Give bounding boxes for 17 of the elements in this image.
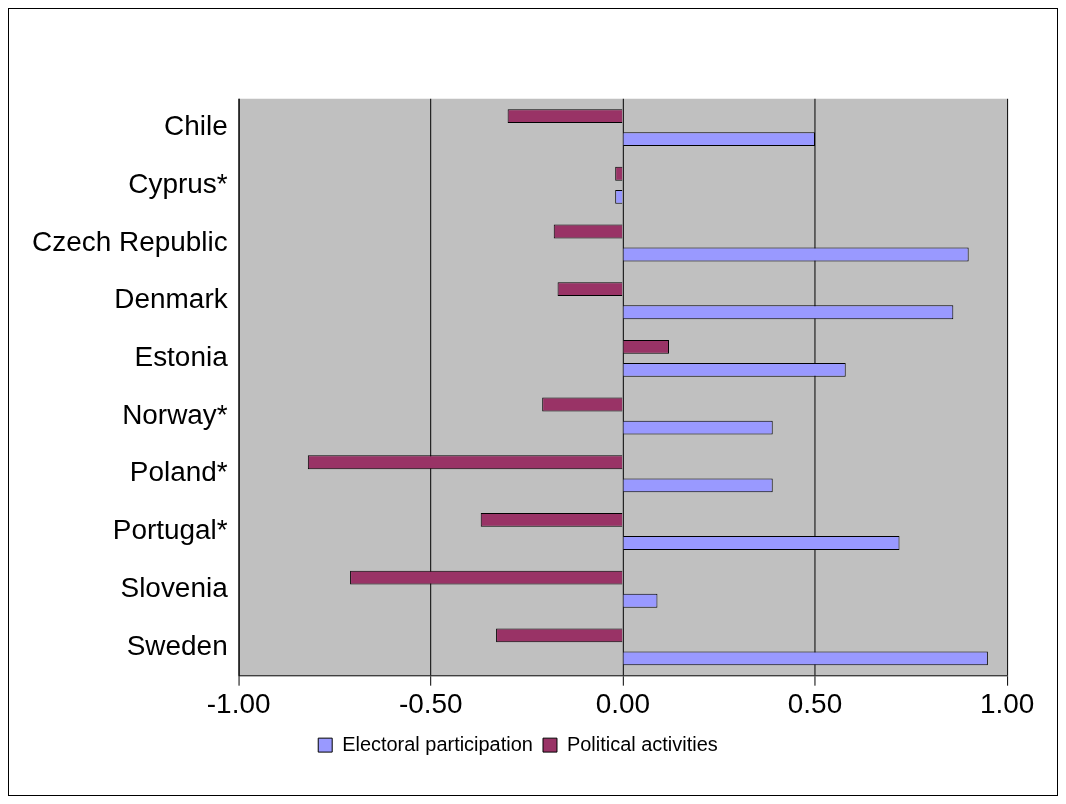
y-tick-label: Czech Republic xyxy=(32,225,228,257)
x-tick-label: 0.00 xyxy=(595,688,651,720)
y-tick-label: Sweden xyxy=(126,629,228,661)
legend-label: Political activities xyxy=(566,732,718,755)
y-tick-label: Norway* xyxy=(122,398,228,430)
y-tick-label: Cyprus* xyxy=(128,168,228,200)
legend-label: Electoral participation xyxy=(342,732,533,755)
x-tick-label: 0.50 xyxy=(787,688,843,720)
y-tick-label: Denmark xyxy=(114,283,228,315)
y-tick-label: Chile xyxy=(164,110,228,142)
x-tick-label: -1.00 xyxy=(206,688,271,720)
y-tick-label: Portugal* xyxy=(112,514,228,546)
y-tick-label: Slovenia xyxy=(120,571,229,603)
y-tick-label: Estonia xyxy=(134,341,229,373)
y-tick-label: Poland* xyxy=(129,456,228,488)
x-tick-label: -0.50 xyxy=(398,688,463,720)
x-tick-label: 1.00 xyxy=(979,688,1035,720)
